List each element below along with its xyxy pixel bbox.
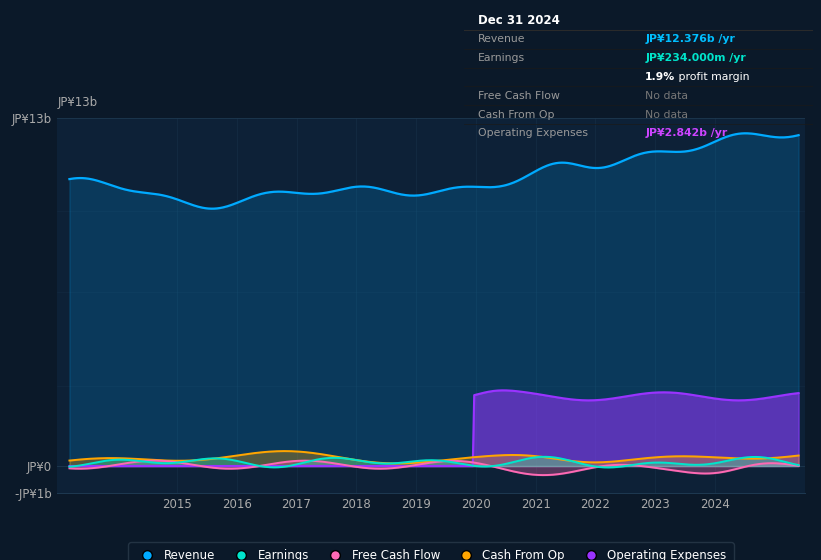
Text: JP¥13b: JP¥13b: [57, 96, 98, 109]
Text: Cash From Op: Cash From Op: [478, 110, 554, 120]
Legend: Revenue, Earnings, Free Cash Flow, Cash From Op, Operating Expenses: Revenue, Earnings, Free Cash Flow, Cash …: [128, 542, 734, 560]
Text: JP¥12.376b /yr: JP¥12.376b /yr: [645, 34, 735, 44]
Text: Operating Expenses: Operating Expenses: [478, 128, 588, 138]
Text: Earnings: Earnings: [478, 53, 525, 63]
Text: Free Cash Flow: Free Cash Flow: [478, 91, 560, 101]
Text: Revenue: Revenue: [478, 34, 525, 44]
Text: No data: No data: [645, 110, 688, 120]
Text: profit margin: profit margin: [675, 72, 750, 82]
Text: JP¥234.000m /yr: JP¥234.000m /yr: [645, 53, 746, 63]
Text: No data: No data: [645, 91, 688, 101]
Text: Dec 31 2024: Dec 31 2024: [478, 14, 560, 27]
Text: 1.9%: 1.9%: [645, 72, 676, 82]
Text: JP¥2.842b /yr: JP¥2.842b /yr: [645, 128, 727, 138]
